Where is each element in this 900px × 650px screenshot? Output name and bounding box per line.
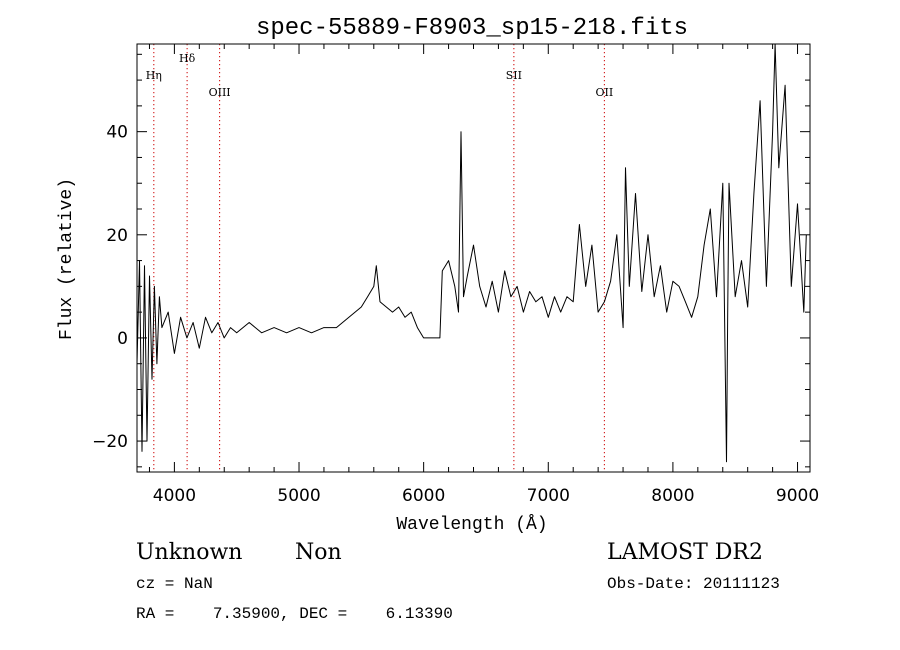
redshift-label: cz = NaN (136, 575, 213, 593)
obs-date-label: Obs-Date: 20111123 (607, 575, 780, 593)
x-axis-label: Wavelength (Å) (396, 514, 547, 535)
series-layer (136, 43, 807, 463)
class-label: Unknown (136, 540, 243, 565)
y-tick-label: 20 (106, 226, 128, 246)
y-tick-label: 0 (117, 329, 128, 349)
spectral-line-label: Hη (146, 69, 162, 82)
x-tick-label: 6000 (402, 486, 445, 506)
x-tick-label: 4000 (153, 486, 196, 506)
survey-label: LAMOST DR2 (607, 540, 763, 565)
spectral-line-markers: Hη Hδ OIII SII OII (146, 44, 613, 472)
x-tick-label: 5000 (277, 486, 320, 506)
spectral-line-label: OIII (209, 86, 231, 99)
axes: 4000 5000 6000 7000 8000 9000 −20 0 20 40 (92, 43, 819, 506)
spectral-line-label: Hδ (179, 52, 196, 65)
x-tick-label: 9000 (776, 486, 819, 506)
chart-title: spec-55889-F8903_sp15-218.fits (256, 15, 688, 42)
x-tick-label: 8000 (651, 486, 694, 506)
y-tick-label: −20 (92, 432, 128, 452)
spectrum-line (136, 43, 807, 463)
y-tick-label: 40 (106, 123, 128, 143)
spectral-line-label: SII (506, 69, 522, 82)
spectral-line-label: OII (596, 86, 614, 99)
x-tick-label: 7000 (527, 486, 570, 506)
coordinates-label: RA = 7.35900, DEC = 6.13390 (136, 605, 453, 623)
plot-frame (136, 43, 811, 473)
subclass-label: Non (295, 540, 342, 565)
y-axis-label: Flux (relative) (57, 178, 77, 340)
